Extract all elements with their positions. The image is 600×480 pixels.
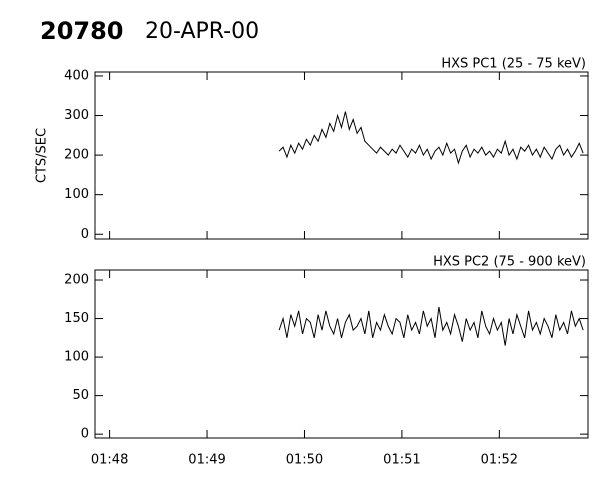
y-tick-label: 150 [64, 311, 89, 326]
panel-title: HXS PC1 (25 - 75 keV) [441, 57, 586, 72]
record-id: 20780 [40, 17, 124, 45]
y-tick-label: 0 [81, 427, 89, 442]
data-line [278, 111, 584, 165]
x-tick-label: 01:51 [383, 453, 420, 468]
plot-frame [94, 71, 589, 240]
y-axis-label: CTS/SEC [35, 128, 50, 183]
y-tick-label: 400 [64, 68, 89, 83]
x-tick-label: 01:52 [481, 453, 518, 468]
y-tick-label: 200 [64, 148, 89, 163]
data-line [278, 306, 584, 346]
x-tick-label: 01:49 [188, 453, 225, 468]
y-tick-label: 300 [64, 108, 89, 123]
y-tick-label: 200 [64, 273, 89, 288]
y-tick-label: 50 [72, 388, 89, 403]
plot-frame [94, 269, 589, 439]
x-tick-label: 01:50 [286, 453, 323, 468]
y-tick-label: 100 [64, 350, 89, 365]
record-date: 20-APR-00 [145, 19, 259, 44]
y-tick-label: 100 [64, 187, 89, 202]
x-tick-label: 01:48 [91, 453, 128, 468]
y-tick-label: 0 [81, 227, 89, 242]
panel-title: HXS PC2 (75 - 900 keV) [433, 255, 586, 270]
